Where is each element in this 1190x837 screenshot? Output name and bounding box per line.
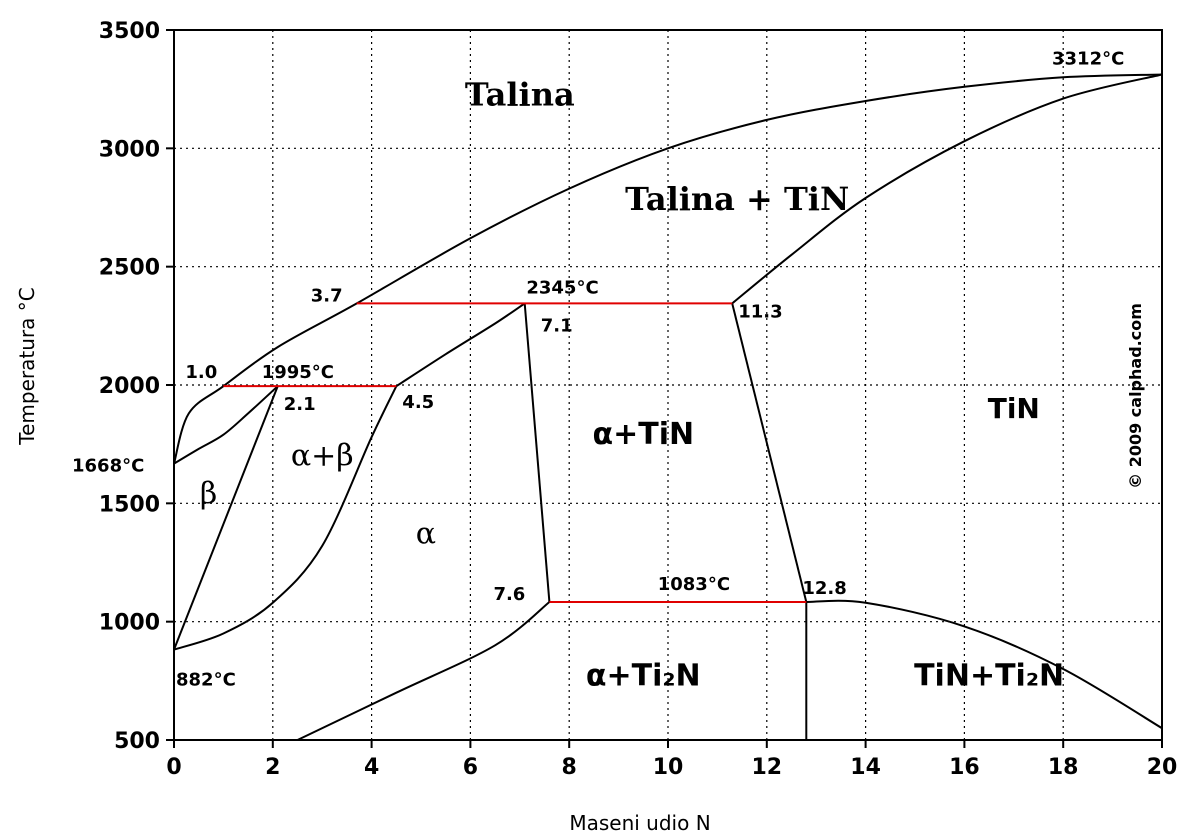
- copyright-text: © 2009 calphad.com: [1126, 303, 1145, 489]
- phase-boundaries: [173, 73, 1163, 741]
- point-label: 7.6: [493, 584, 525, 605]
- phase-boundary-line: [806, 599, 1163, 730]
- isotherm-label: 1083°C: [658, 574, 730, 595]
- x-tick-label: 8: [562, 755, 577, 780]
- phase-boundary-line: [173, 385, 398, 651]
- grid-lines: [174, 30, 1162, 740]
- region-label: α+TiN: [592, 417, 694, 452]
- phase-boundary-line: [173, 73, 1163, 464]
- phase-boundary-line: [297, 601, 551, 741]
- y-tick-label: 2000: [99, 374, 160, 399]
- x-tick-label: 12: [751, 755, 782, 780]
- y-tick-label: 1500: [99, 492, 160, 517]
- x-tick-label: 4: [364, 755, 379, 780]
- region-labels: Talina Talina + TiN α+β β α α+TiN TiN α+Ti₂N TiN…: [200, 76, 1064, 694]
- y-tick-label: 500: [114, 729, 160, 754]
- region-label: TiN: [988, 392, 1040, 425]
- x-tick-label: 2: [265, 755, 280, 780]
- x-tick-label: 14: [850, 755, 881, 780]
- point-label: 2.1: [284, 394, 316, 415]
- phase-boundary-line: [731, 303, 808, 603]
- y-axis-label: Temperatura °C: [15, 287, 39, 445]
- phase-boundary-line: [523, 303, 551, 603]
- phase-boundary-line: [395, 302, 526, 388]
- region-label: α+β: [291, 438, 354, 473]
- region-label: β: [200, 476, 217, 511]
- phase-boundary-line: [173, 385, 279, 650]
- point-label: 1.0: [185, 362, 217, 383]
- point-label: 3.7: [311, 285, 343, 306]
- y-tick-label: 1000: [99, 611, 160, 636]
- region-label: Talina: [465, 76, 575, 114]
- point-label: 882°C: [176, 670, 236, 691]
- region-label: TiN+Ti₂N: [914, 659, 1064, 694]
- tick-labels: 0 2 4 6 8 10 12 14 16 18 20 500 1000 1500 2000 2500 3000…: [99, 19, 1178, 780]
- x-tick-label: 10: [653, 755, 684, 780]
- isotherm-label: 2345°C: [526, 277, 598, 298]
- point-labels: 1995°C 2345°C 1083°C 1668°C 882°C 3312°C 1.0 2.…: [72, 48, 1124, 690]
- x-tick-label: 20: [1147, 755, 1178, 780]
- point-label: 7.1: [541, 315, 573, 336]
- point-label: 4.5: [402, 392, 434, 413]
- region-label: Talina + TiN: [625, 180, 849, 218]
- y-tick-label: 3000: [99, 137, 160, 162]
- isotherm-lines: [223, 302, 807, 604]
- y-tick-label: 2500: [99, 256, 160, 281]
- phase-boundary-line: [731, 73, 1163, 305]
- point-label: 12.8: [802, 578, 846, 599]
- x-tick-label: 0: [166, 755, 181, 780]
- x-tick-label: 6: [463, 755, 478, 780]
- point-label: 11.3: [738, 301, 782, 322]
- y-tick-label: 3500: [99, 19, 160, 44]
- isotherm-label: 1995°C: [262, 362, 334, 383]
- region-label: α: [416, 517, 436, 552]
- point-label: 1668°C: [72, 456, 144, 477]
- axes: [166, 29, 1163, 748]
- point-label: 3312°C: [1052, 48, 1124, 69]
- x-tick-label: 16: [949, 755, 980, 780]
- region-label: α+Ti₂N: [586, 659, 701, 694]
- x-tick-label: 18: [1048, 755, 1079, 780]
- x-axis-label: Maseni udio N: [569, 811, 710, 835]
- phase-boundary-line: [173, 385, 279, 465]
